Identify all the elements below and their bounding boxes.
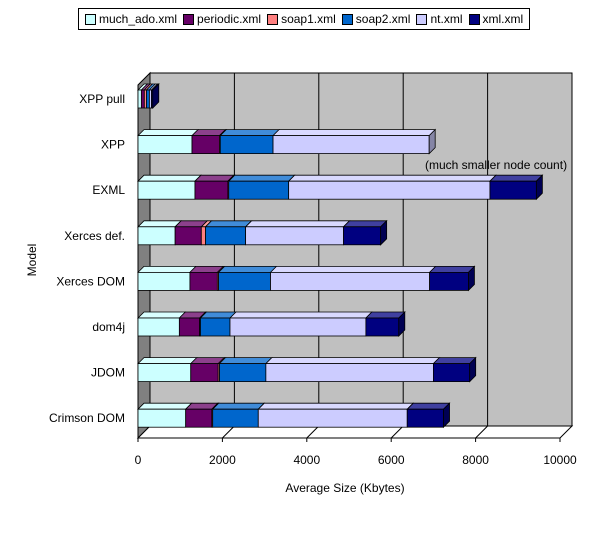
bar-segment: [137, 220, 183, 246]
legend-item: soap1.xml: [267, 12, 336, 26]
bar-segment: [428, 265, 476, 291]
legend-label: periodic.xml: [197, 12, 262, 26]
bar-segment: [287, 174, 497, 200]
bar-end-face: [468, 265, 475, 292]
y-tick-label: Crimson DOM: [49, 411, 125, 425]
bar-segment: [227, 174, 296, 200]
y-tick-label: XPP: [101, 138, 125, 152]
bars: [137, 83, 544, 429]
bar-segment: [269, 265, 437, 291]
bar-group: [137, 265, 476, 292]
bar-end-face: [428, 128, 436, 155]
bar-segment: [244, 220, 351, 246]
legend-label: soap2.xml: [355, 12, 411, 26]
x-tick-label: 10000: [543, 453, 577, 467]
legend-swatch: [183, 13, 195, 25]
bar-group: [137, 128, 437, 155]
bar-end-face: [380, 219, 388, 246]
y-tick-label: XPP pull: [79, 92, 125, 106]
bar-segment: [229, 311, 373, 337]
bar-segment: [189, 357, 226, 383]
bar-segment: [264, 357, 441, 383]
y-axis-ticks: XPP pull XPP EXML Xerces def. Xerces DOM dom4…: [49, 92, 125, 425]
bar-segment: [137, 265, 197, 291]
bar-group: [137, 356, 477, 383]
plot-background: [136, 71, 574, 440]
bar-segment: [219, 129, 281, 155]
y-tick-label: EXML: [92, 183, 125, 197]
bar-segment: [272, 129, 437, 155]
x-tick-label: 8000: [462, 453, 489, 467]
legend-item: soap2.xml: [341, 12, 411, 26]
bar-group: [137, 219, 388, 246]
bar-segment: [406, 402, 451, 428]
legend-label: soap1.xml: [281, 12, 336, 26]
bar-segment: [364, 311, 406, 337]
y-tick-label: Xerces DOM: [56, 274, 125, 288]
bar-end-face: [535, 174, 543, 201]
legend-item: nt.xml: [416, 12, 463, 26]
bar-end-face: [398, 311, 406, 337]
floor: [136, 425, 574, 439]
legend-item: periodic.xml: [183, 12, 261, 26]
bar-segment: [137, 402, 193, 428]
bar-end-face: [152, 83, 160, 109]
bar-segment: [137, 311, 187, 337]
bar-segment: [137, 174, 202, 200]
x-axis-ticks: 0 2000 4000 6000 8000 10000: [135, 438, 577, 467]
x-tick-label: 6000: [378, 453, 405, 467]
legend-swatch: [341, 13, 353, 25]
bar-segment: [211, 402, 266, 428]
legend-label: much_ado.xml: [99, 12, 178, 26]
bar-group: [137, 311, 406, 337]
left-wall: [137, 71, 151, 440]
bar-segment: [191, 129, 227, 155]
bar-segment: [204, 220, 253, 246]
y-tick-label: JDOM: [91, 366, 125, 380]
bar-group: [137, 402, 451, 429]
x-tick-label: 4000: [293, 453, 320, 467]
y-tick-label: dom4j: [92, 320, 125, 334]
bar-segment: [257, 402, 415, 428]
bar-end-face: [469, 356, 477, 383]
legend-label: xml.xml: [482, 12, 524, 26]
x-tick-label: 0: [135, 453, 142, 467]
bar-segment: [217, 265, 278, 291]
bar-end-face: [443, 402, 450, 429]
legend-swatch: [85, 13, 96, 25]
annotation-text: (much smaller node count): [425, 158, 567, 172]
x-tick-label: 2000: [209, 453, 236, 467]
bar-segment: [137, 357, 198, 383]
bar-group: [137, 174, 544, 201]
legend-swatch: [267, 13, 279, 25]
bar-segment: [488, 174, 544, 200]
bar-segment: [199, 311, 237, 337]
bar-segment: [342, 220, 388, 246]
legend-item: xml.xml: [468, 12, 524, 26]
legend-swatch: [468, 13, 480, 25]
x-axis-label: Average Size (Kbytes): [285, 481, 404, 495]
legend-label: nt.xml: [430, 12, 463, 26]
bar-segment: [432, 357, 477, 383]
bar-group: [137, 83, 160, 109]
bar-segment: [178, 311, 207, 337]
y-axis-label: Model: [25, 244, 39, 277]
bar-segment: [194, 174, 235, 200]
bar-segment: [218, 357, 273, 383]
legend-swatch: [416, 13, 428, 25]
chart-legend: much_ado.xml periodic.xml soap1.xml soap2.x…: [78, 8, 531, 30]
y-tick-label: Xerces def.: [64, 229, 125, 243]
gridline: [475, 73, 489, 439]
legend-item: much_ado.xml: [85, 12, 177, 26]
bar-segment: [137, 129, 199, 155]
